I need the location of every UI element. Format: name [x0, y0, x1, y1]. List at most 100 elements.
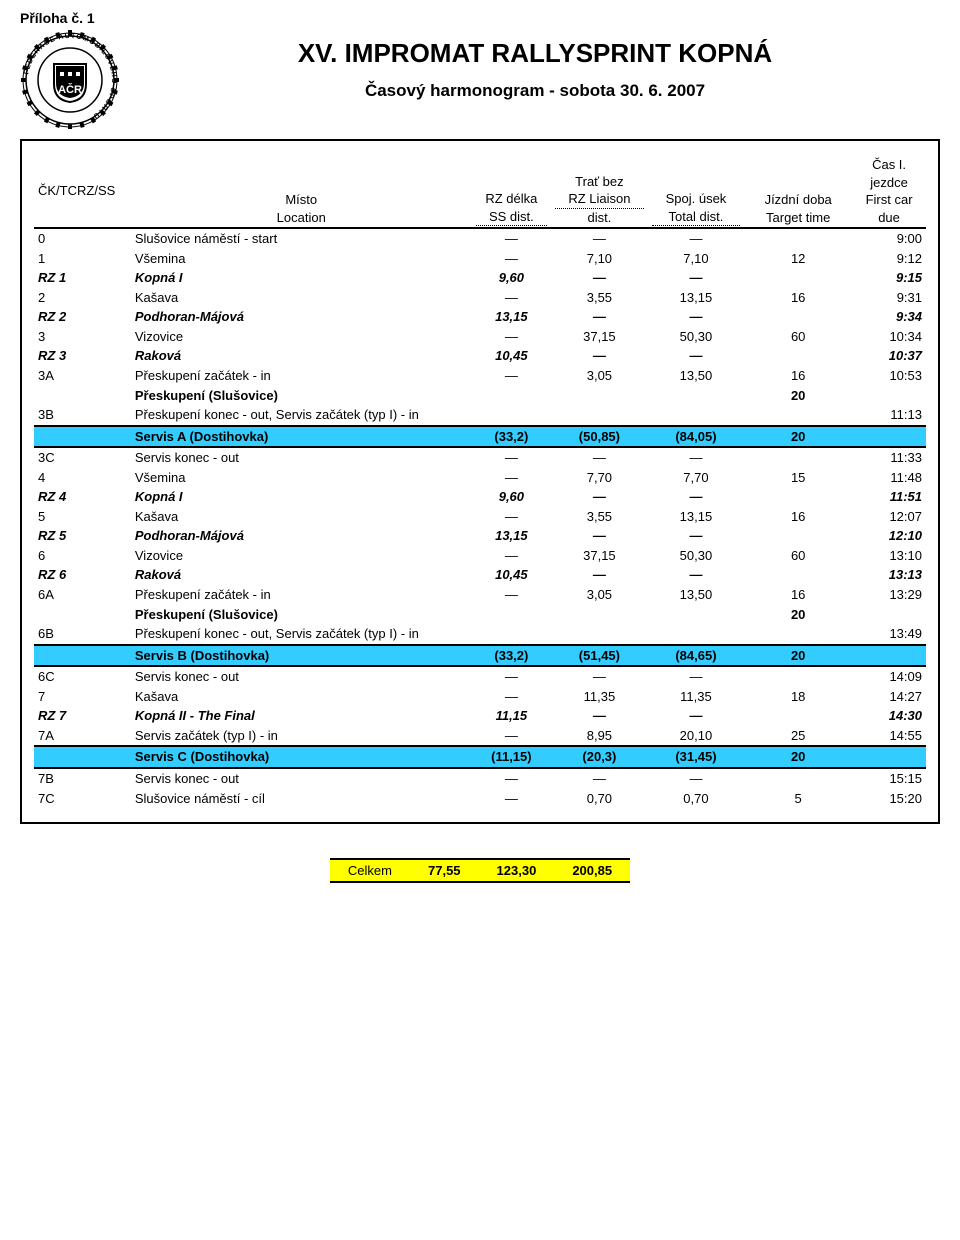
cell [852, 645, 926, 667]
cell: Podhoran-Májová [131, 526, 472, 546]
cell: Kašava [131, 687, 472, 707]
cell: 3C [34, 447, 131, 468]
cell: RZ 5 [34, 526, 131, 546]
cell: Kopná I [131, 268, 472, 288]
table-row: Přeskupení (Slušovice)20 [34, 605, 926, 625]
th-spoj: Spoj. úsek Total dist. [648, 155, 745, 228]
cell [34, 605, 131, 625]
cell: 3,55 [551, 288, 648, 308]
cell: 9:31 [852, 288, 926, 308]
table-row: RZ 2Podhoran-Májová13,15——9:34 [34, 307, 926, 327]
cell: 18 [744, 687, 852, 707]
cell: — [648, 706, 745, 726]
cell: 9:12 [852, 249, 926, 269]
cell: — [551, 565, 648, 585]
cell: (50,85) [551, 426, 648, 448]
table-row: 2Kašava—3,5513,15169:31 [34, 288, 926, 308]
cell: 14:30 [852, 706, 926, 726]
cell: 11,35 [648, 687, 745, 707]
cell: 25 [744, 726, 852, 747]
cell: Přeskupení (Slušovice) [131, 605, 472, 625]
cell [744, 228, 852, 249]
cell: 14:09 [852, 666, 926, 687]
cell: 7,10 [648, 249, 745, 269]
cell: 13,15 [472, 307, 552, 327]
cell: 13,50 [648, 366, 745, 386]
cell: 13:49 [852, 624, 926, 645]
cell: — [472, 447, 552, 468]
cell: 9,60 [472, 268, 552, 288]
cell: — [472, 726, 552, 747]
cell: 13:13 [852, 565, 926, 585]
cell: Raková [131, 565, 472, 585]
cell [744, 526, 852, 546]
appendix-label: Příloha č. 1 [20, 10, 940, 26]
cell: Kašava [131, 507, 472, 527]
cell: — [472, 327, 552, 347]
cell: Slušovice náměstí - start [131, 228, 472, 249]
cell [744, 307, 852, 327]
cell [34, 746, 131, 768]
cell: 20 [744, 426, 852, 448]
cell [34, 645, 131, 667]
cell: Přeskupení začátek - in [131, 366, 472, 386]
cell [744, 666, 852, 687]
cell: (20,3) [551, 746, 648, 768]
cell: 3 [34, 327, 131, 347]
cell: 20 [744, 746, 852, 768]
cell: 0 [34, 228, 131, 249]
cell: 11,35 [551, 687, 648, 707]
table-frame: ČK/TCRZ/SS Místo Location RZ délka SS di… [20, 139, 940, 824]
cell: 37,15 [551, 327, 648, 347]
cell: — [472, 687, 552, 707]
cell: 12:10 [852, 526, 926, 546]
table-body: 0Slušovice náměstí - start———9:001Všemin… [34, 228, 926, 808]
cell: — [551, 526, 648, 546]
cell: — [472, 666, 552, 687]
cell [852, 386, 926, 406]
cell: 13,50 [648, 585, 745, 605]
cell: Vizovice [131, 327, 472, 347]
table-row: 3APřeskupení začátek - in—3,0513,501610:… [34, 366, 926, 386]
table-row: 6BPřeskupení konec - out, Servis začátek… [34, 624, 926, 645]
cell: 60 [744, 327, 852, 347]
cell: — [551, 768, 648, 789]
cell: 13,15 [472, 526, 552, 546]
cell: Servis B (Dostihovka) [131, 645, 472, 667]
cell: 50,30 [648, 327, 745, 347]
cell: — [472, 249, 552, 269]
cell: Přeskupení konec - out, Servis začátek (… [131, 624, 852, 645]
cell: — [472, 366, 552, 386]
cell: — [551, 346, 648, 366]
cell: 20 [744, 386, 852, 406]
cell: 6A [34, 585, 131, 605]
cell: — [472, 768, 552, 789]
cell: 3A [34, 366, 131, 386]
cell: 6 [34, 546, 131, 566]
cell: 9,60 [472, 487, 552, 507]
cell: 7 [34, 687, 131, 707]
cell: 11:13 [852, 405, 926, 426]
svg-text:AČR: AČR [58, 83, 82, 96]
cell: 11:51 [852, 487, 926, 507]
cell: 3,05 [551, 366, 648, 386]
th-rz: RZ délka SS dist. [472, 155, 552, 228]
table-row: RZ 3Raková10,45——10:37 [34, 346, 926, 366]
cell: 6C [34, 666, 131, 687]
table-row: 6CServis konec - out———14:09 [34, 666, 926, 687]
cell: — [648, 228, 745, 249]
cell [852, 746, 926, 768]
cell: Servis konec - out [131, 768, 472, 789]
cell: — [648, 447, 745, 468]
cell [744, 706, 852, 726]
th-time: Čas I. jezdce First car due [852, 155, 926, 228]
cell: — [648, 666, 745, 687]
cell: 60 [744, 546, 852, 566]
cell: Vizovice [131, 546, 472, 566]
cell: 7C [34, 789, 131, 809]
cell: RZ 3 [34, 346, 131, 366]
cell: Přeskupení konec - out, Servis začátek (… [131, 405, 852, 426]
cell: (84,65) [648, 645, 745, 667]
page-subtitle: Časový harmonogram - sobota 30. 6. 2007 [130, 81, 940, 101]
table-row: RZ 5Podhoran-Májová13,15——12:10 [34, 526, 926, 546]
